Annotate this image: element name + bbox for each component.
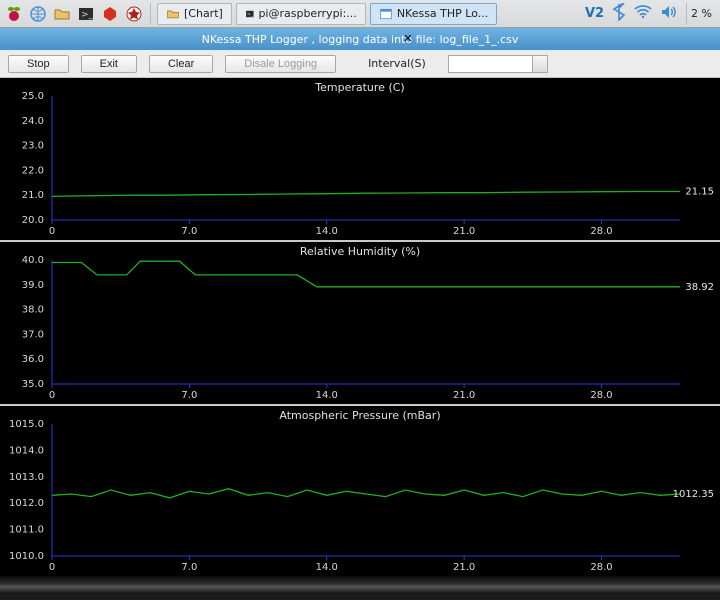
svg-text:7.0: 7.0	[181, 226, 197, 237]
taskbar-task-logger[interactable]: NKessa THP Lo...	[370, 3, 497, 25]
stop-button[interactable]: Stop	[8, 55, 69, 73]
svg-text:24.0: 24.0	[22, 116, 44, 127]
svg-text:28.0: 28.0	[590, 390, 612, 401]
folder-icon	[166, 7, 180, 21]
cpu-percent: 2 %	[686, 3, 716, 25]
svg-text:>_: >_	[247, 11, 254, 17]
svg-text:37.0: 37.0	[22, 329, 44, 340]
svg-text:1013.0: 1013.0	[9, 472, 44, 483]
chart-panel: 1010.0 1011.0 1012.0 1013.0 1014.0 1015.0 0 7.0…	[0, 404, 720, 576]
bluetooth-icon[interactable]	[612, 3, 626, 24]
svg-text:>_: >_	[81, 10, 94, 20]
taskbar-task-chart[interactable]: [Chart]	[157, 3, 232, 25]
exit-button[interactable]: Exit	[81, 55, 137, 73]
svg-text:1014.0: 1014.0	[9, 445, 44, 456]
svg-text:1015.0: 1015.0	[9, 419, 44, 430]
mathematica-icon[interactable]	[100, 4, 120, 24]
window-icon	[379, 7, 393, 21]
taskbar-task-terminal[interactable]: >_ pi@raspberrypi:...	[236, 3, 366, 25]
svg-text:0: 0	[49, 562, 55, 573]
desktop-taskbar: >_ [Chart] >_ pi@raspberrypi:... NKessa …	[0, 0, 720, 28]
interval-spinbox[interactable]	[448, 55, 548, 73]
svg-text:40.0: 40.0	[22, 255, 44, 266]
svg-text:20.0: 20.0	[22, 215, 44, 226]
wifi-icon[interactable]	[634, 5, 652, 22]
clear-button[interactable]: Clear	[149, 55, 213, 73]
svg-text:21.0: 21.0	[453, 562, 475, 573]
charts-area: 20.0 21.0 22.0 23.0 24.0 25.0 0 7.0 14.0 21.0 28.0…	[0, 78, 720, 576]
svg-text:14.0: 14.0	[316, 390, 338, 401]
vnc-icon[interactable]: V2	[585, 6, 604, 21]
svg-text:1012.0: 1012.0	[9, 498, 44, 509]
terminal-icon[interactable]: >_	[76, 4, 96, 24]
svg-text:0: 0	[49, 226, 55, 237]
toolbar: Stop Exit Clear Disale Logging Interval(…	[0, 50, 720, 78]
interval-label: Interval(S)	[368, 57, 426, 70]
svg-text:35.0: 35.0	[22, 379, 44, 390]
volume-icon[interactable]	[660, 5, 678, 22]
svg-text:7.0: 7.0	[181, 562, 197, 573]
svg-text:21.0: 21.0	[453, 390, 475, 401]
task-label: NKessa THP Lo...	[397, 7, 488, 20]
terminal-small-icon: >_	[245, 7, 255, 21]
svg-text:21.15: 21.15	[685, 186, 714, 197]
menu-raspberry-icon[interactable]	[4, 4, 24, 24]
file-manager-icon[interactable]	[52, 4, 72, 24]
task-label: pi@raspberrypi:...	[258, 7, 356, 20]
chart-svg: 35.0 36.0 37.0 38.0 39.0 40.0 0 7.0 14.0 21.0 28.0…	[0, 242, 720, 404]
chart-panel: 20.0 21.0 22.0 23.0 24.0 25.0 0 7.0 14.0 21.0 28.0…	[0, 78, 720, 240]
chart-panel: 35.0 36.0 37.0 38.0 39.0 40.0 0 7.0 14.0 21.0 28.0…	[0, 240, 720, 404]
taskbar-separator	[150, 3, 151, 25]
svg-text:28.0: 28.0	[590, 226, 612, 237]
chart-svg: 1010.0 1011.0 1012.0 1013.0 1014.0 1015.0 0 7.0…	[0, 406, 720, 576]
svg-text:14.0: 14.0	[316, 226, 338, 237]
svg-text:23.0: 23.0	[22, 141, 44, 152]
wolfram-icon[interactable]	[124, 4, 144, 24]
svg-text:36.0: 36.0	[22, 354, 44, 365]
taskbar-tray: V2 2 %	[585, 3, 716, 25]
svg-text:21.0: 21.0	[453, 226, 475, 237]
svg-text:28.0: 28.0	[590, 562, 612, 573]
svg-text:7.0: 7.0	[181, 390, 197, 401]
svg-text:0: 0	[49, 390, 55, 401]
svg-text:39.0: 39.0	[22, 280, 44, 291]
svg-text:1010.0: 1010.0	[9, 551, 44, 562]
window-title-text: NKessa THP Logger , logging data into fi…	[202, 33, 519, 46]
svg-text:14.0: 14.0	[316, 562, 338, 573]
svg-text:22.0: 22.0	[22, 165, 44, 176]
svg-text:25.0: 25.0	[22, 91, 44, 102]
disable-logging-button[interactable]: Disale Logging	[225, 55, 336, 73]
svg-text:21.0: 21.0	[22, 190, 44, 201]
svg-text:38.0: 38.0	[22, 305, 44, 316]
close-icon[interactable]: ✕	[400, 30, 416, 46]
web-browser-icon[interactable]	[28, 4, 48, 24]
chart-svg: 20.0 21.0 22.0 23.0 24.0 25.0 0 7.0 14.0 21.0 28.0…	[0, 78, 720, 240]
window-titlebar: NKessa THP Logger , logging data into fi…	[0, 28, 720, 50]
task-label: [Chart]	[184, 7, 223, 20]
svg-text:38.92: 38.92	[685, 282, 714, 293]
desktop-strip	[0, 576, 720, 594]
svg-text:1012.35: 1012.35	[673, 489, 714, 500]
svg-text:1011.0: 1011.0	[9, 525, 44, 536]
